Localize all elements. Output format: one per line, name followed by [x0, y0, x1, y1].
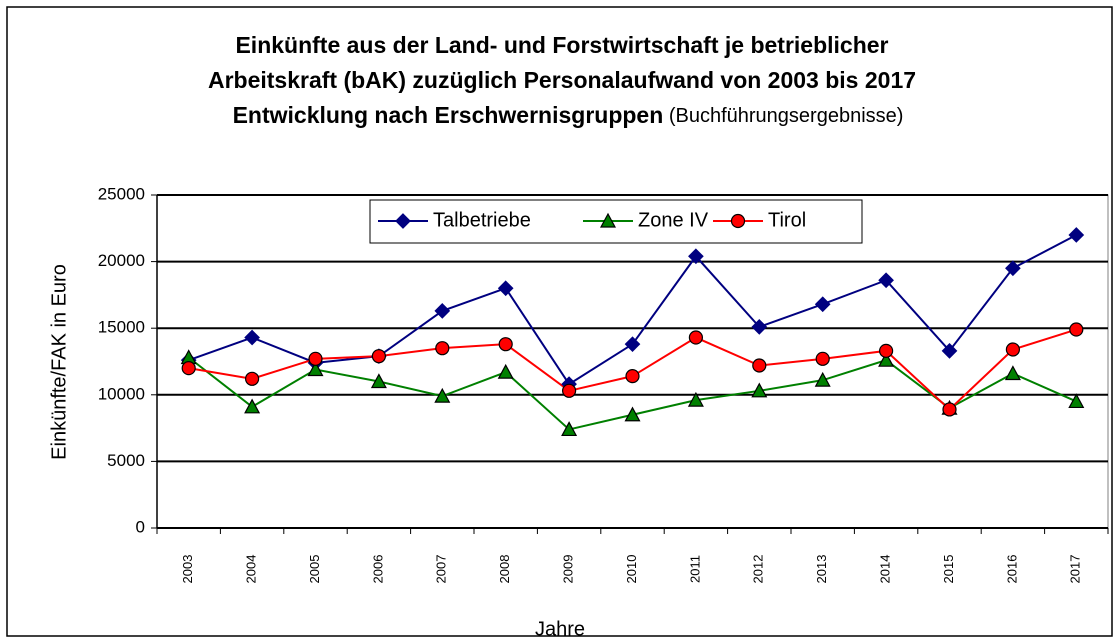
x-tick-label: 2016	[1004, 555, 1019, 584]
marker	[752, 358, 767, 373]
marker	[687, 391, 704, 407]
legend-label: Talbetriebe	[433, 209, 531, 231]
marker	[814, 371, 831, 387]
marker	[878, 343, 894, 358]
marker	[307, 361, 324, 377]
marker	[624, 336, 641, 353]
chart-title: Entwicklung nach Erschwernisgruppen (Buc…	[233, 102, 904, 128]
marker	[1005, 342, 1021, 357]
marker	[878, 351, 895, 367]
y-tick-label: 5000	[107, 451, 145, 470]
marker	[371, 349, 386, 364]
marker	[688, 330, 704, 345]
marker	[688, 248, 704, 265]
marker	[497, 280, 514, 297]
x-tick-label: 2004	[244, 555, 259, 584]
marker	[878, 272, 894, 289]
marker	[434, 303, 451, 319]
marker	[435, 341, 450, 356]
marker	[1068, 393, 1085, 409]
marker	[815, 351, 830, 366]
x-axis-label: Jahre	[535, 618, 585, 640]
chart-title: Entwicklung nach Erschwernisgruppen	[233, 102, 664, 128]
marker	[245, 371, 260, 386]
x-tick-label: 2015	[941, 555, 956, 584]
x-tick-label: 2005	[307, 555, 322, 584]
marker	[941, 342, 958, 359]
marker	[942, 402, 957, 417]
legend-label: Tirol	[768, 209, 806, 231]
marker	[1068, 227, 1085, 243]
y-tick-label: 25000	[98, 184, 145, 203]
marker	[1069, 322, 1084, 337]
marker	[1004, 365, 1021, 381]
y-tick-label: 20000	[98, 251, 145, 270]
x-tick-label: 2006	[370, 555, 385, 584]
x-tick-label: 2013	[814, 555, 829, 584]
chart-title: Einkünfte aus der Land- und Forstwirtsch…	[235, 32, 888, 58]
x-tick-label: 2014	[878, 555, 893, 584]
marker	[751, 382, 768, 398]
x-tick-label: 2008	[497, 555, 512, 584]
marker	[370, 373, 387, 389]
marker	[434, 387, 451, 403]
marker	[814, 296, 831, 313]
legend: Talbetriebe Zone IV Tirol	[369, 199, 863, 244]
marker	[181, 361, 196, 376]
x-tick-label: 2010	[624, 555, 639, 584]
marker	[599, 212, 617, 228]
y-tick-label: 15000	[98, 318, 145, 337]
chart-title: Arbeitskraft (bAK) zuzüglich Personalauf…	[208, 67, 916, 93]
marker	[561, 421, 578, 437]
marker	[624, 406, 641, 422]
y-tick-label: 0	[136, 517, 145, 536]
marker	[498, 337, 513, 352]
x-tick-label: 2003	[180, 555, 195, 584]
marker	[497, 363, 514, 379]
marker	[751, 319, 768, 335]
marker	[1005, 260, 1021, 277]
legend-label: Zone IV	[638, 209, 709, 231]
marker	[561, 383, 577, 398]
marker	[730, 213, 746, 229]
marker	[308, 351, 323, 366]
marker	[625, 369, 640, 384]
x-tick-label: 2011	[687, 555, 702, 583]
x-tick-label: 2017	[1068, 555, 1083, 584]
chart-subtitle: (Buchführungsergebnisse)	[663, 105, 903, 127]
y-axis-label: Einkünfte/FAK in Euro	[48, 264, 70, 460]
y-tick-label: 10000	[98, 384, 145, 403]
plot-area	[156, 194, 1109, 529]
marker	[244, 398, 261, 414]
x-tick-label: 2012	[751, 555, 766, 584]
x-tick-label: 2009	[561, 555, 576, 584]
marker	[244, 329, 260, 346]
x-tick-label: 2007	[434, 555, 449, 584]
marker	[395, 213, 411, 229]
